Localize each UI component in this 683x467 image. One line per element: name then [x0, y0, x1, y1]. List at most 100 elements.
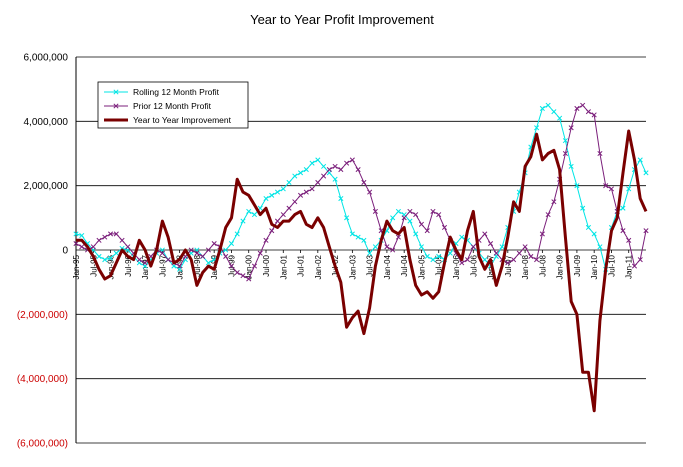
x-tick-label: Jan-02	[314, 254, 323, 279]
series-point-0	[79, 232, 85, 239]
series-point-0	[355, 234, 361, 240]
series-point-0	[96, 253, 102, 259]
series-point-0	[269, 192, 275, 198]
series-point-0	[297, 170, 304, 176]
series-point-0	[459, 234, 465, 240]
series-point-1	[107, 231, 114, 237]
series-point-0	[390, 215, 396, 221]
x-tick-label: Jul-95	[89, 254, 98, 276]
series-point-1	[119, 237, 125, 243]
series-point-1	[441, 224, 448, 231]
series-point-1	[113, 231, 119, 237]
series-point-1	[493, 250, 499, 256]
series-point-1	[643, 228, 649, 234]
series-point-1	[482, 231, 488, 237]
series-point-1	[626, 237, 632, 243]
series-point-1	[280, 212, 286, 218]
series-point-1	[637, 257, 643, 263]
series-point-0	[240, 218, 246, 224]
series-point-0	[349, 231, 355, 237]
series-point-1	[188, 247, 194, 253]
series-point-1	[292, 199, 298, 205]
series-point-0	[338, 195, 344, 202]
legend-marker-1	[113, 103, 119, 109]
series-point-1	[603, 183, 609, 189]
series-point-0	[228, 241, 235, 247]
series-point-0	[234, 231, 240, 237]
x-tick-label: Jul-00	[262, 254, 271, 276]
series-point-1	[505, 260, 511, 266]
series-point-0	[585, 224, 591, 231]
series-point-0	[436, 253, 442, 259]
series-point-1	[401, 215, 407, 221]
series-point-1	[487, 241, 494, 247]
series-point-0	[303, 167, 309, 173]
series-point-1	[326, 167, 332, 173]
series-point-1	[194, 250, 200, 256]
series-point-1	[367, 189, 373, 195]
y-tick-labels: 6,000,000 4,000,000 2,000,000 0 (2,000,000) (…	[17, 53, 69, 450]
series-point-1	[418, 221, 425, 227]
series-point-0	[545, 102, 551, 108]
series-point-0	[620, 205, 626, 211]
series-point-1	[338, 167, 344, 173]
series-point-1	[240, 273, 246, 279]
series-point-0	[246, 208, 252, 214]
series-point-1	[73, 241, 79, 247]
series-point-1	[177, 263, 183, 269]
series-point-0	[372, 244, 378, 250]
series-point-1	[159, 250, 165, 256]
series-point-1	[574, 105, 580, 112]
x-tick-label: Jan-10	[590, 254, 599, 279]
x-tick-label: Jul-97	[158, 254, 167, 276]
series-point-1	[321, 173, 327, 179]
y-tick-label: 6,000,000	[24, 53, 69, 64]
x-tick-label: Jul-05	[435, 254, 444, 276]
series-point-1	[102, 234, 108, 240]
series-line-2	[76, 129, 648, 413]
x-tick-label: Jul-98	[193, 254, 202, 276]
series-point-0	[557, 115, 563, 121]
series-point-1	[355, 167, 361, 173]
x-tick-label: Jan-03	[348, 254, 357, 279]
series-point-1	[464, 257, 471, 263]
series-point-0	[574, 183, 580, 189]
series-point-1	[125, 244, 131, 250]
x-tick-label: Jan-96	[107, 254, 116, 279]
y-tick-label: (2,000,000)	[17, 310, 68, 321]
series-point-0	[407, 218, 413, 224]
x-tick-label: Jan-09	[556, 254, 565, 279]
series-point-0	[107, 255, 114, 261]
series-point-1	[534, 257, 540, 263]
series-point-1	[142, 260, 148, 266]
legend-label-2: Year to Year Improvement	[133, 115, 232, 125]
series-point-1	[269, 228, 275, 234]
x-tick-label: Jan-05	[417, 254, 426, 279]
series-point-1	[568, 125, 574, 131]
legend-label-1: Prior 12 Month Profit	[133, 101, 212, 111]
series-point-1	[251, 263, 258, 269]
series-point-1	[470, 244, 476, 250]
series-point-0	[551, 109, 557, 115]
series-point-1	[165, 257, 171, 263]
series-point-1	[223, 253, 229, 259]
series-point-1	[332, 163, 338, 169]
series-point-1	[136, 257, 142, 263]
legend-marker-0	[113, 89, 119, 95]
series-point-1	[545, 212, 551, 218]
series-point-1	[234, 269, 240, 276]
series-point-0	[367, 250, 373, 256]
series-point-0	[482, 257, 488, 263]
series-point-0	[447, 250, 453, 256]
series-point-0	[344, 215, 350, 221]
series-line-0	[75, 104, 647, 270]
chart-title: Year to Year Profit Improvement	[250, 12, 434, 27]
y-tick-label: 0	[62, 246, 68, 257]
x-tick-label: Jan-08	[521, 254, 530, 279]
series-point-0	[580, 205, 586, 211]
series-point-1	[361, 179, 367, 186]
series-point-1	[430, 208, 436, 214]
series-point-1	[620, 228, 626, 234]
series-point-1	[459, 260, 465, 266]
